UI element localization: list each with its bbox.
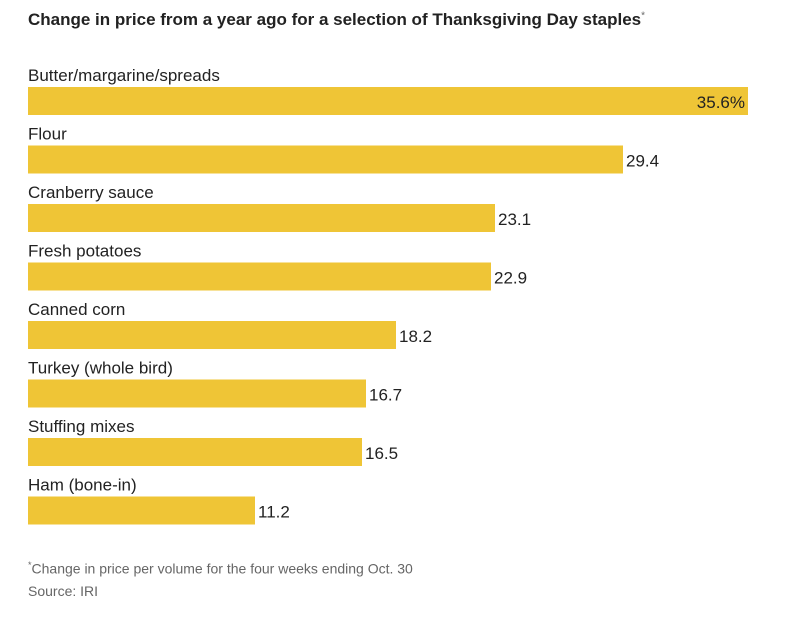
- source-note: Source: IRI: [28, 582, 99, 599]
- bar: [28, 321, 396, 349]
- footnote-note: *Change in price per volume for the four…: [28, 554, 413, 580]
- bar: [28, 204, 495, 232]
- bar: [28, 145, 623, 174]
- value-label: 35.6%: [697, 93, 745, 112]
- value-label: 16.5: [365, 444, 398, 463]
- footnote: *Change in price per volume for the four…: [28, 554, 413, 602]
- category-label: Fresh potatoes: [28, 242, 141, 261]
- bar: [28, 438, 362, 466]
- category-label: Butter/margarine/spreads: [28, 66, 220, 85]
- chart-title: Change in price from a year ago for a se…: [28, 10, 645, 30]
- value-label: 11.2: [258, 503, 290, 522]
- footnote-text: Change in price per volume for the four …: [31, 560, 413, 577]
- category-label: Cranberry sauce: [28, 183, 154, 202]
- value-label: 22.9: [494, 269, 527, 288]
- category-label: Canned corn: [28, 300, 125, 319]
- value-label: 16.7: [369, 386, 402, 405]
- title-footnote-marker: *: [641, 10, 646, 22]
- value-label: 23.1: [498, 210, 531, 229]
- bar: [28, 496, 255, 525]
- category-label: Flour: [28, 125, 67, 144]
- bar: [28, 87, 748, 115]
- footnote-marker: *: [28, 560, 32, 570]
- chart-title-text: Change in price from a year ago for a se…: [28, 10, 642, 29]
- category-label: Stuffing mixes: [28, 417, 134, 436]
- bar: [28, 379, 366, 408]
- category-label: Turkey (whole bird): [28, 359, 173, 378]
- bar-chart: Butter/margarine/spreads 35.6% Flour 29.4 Cr…: [28, 66, 748, 525]
- value-label: 18.2: [399, 327, 432, 346]
- category-label: Ham (bone-in): [28, 476, 137, 495]
- bar: [28, 262, 491, 291]
- value-label: 29.4: [626, 152, 659, 171]
